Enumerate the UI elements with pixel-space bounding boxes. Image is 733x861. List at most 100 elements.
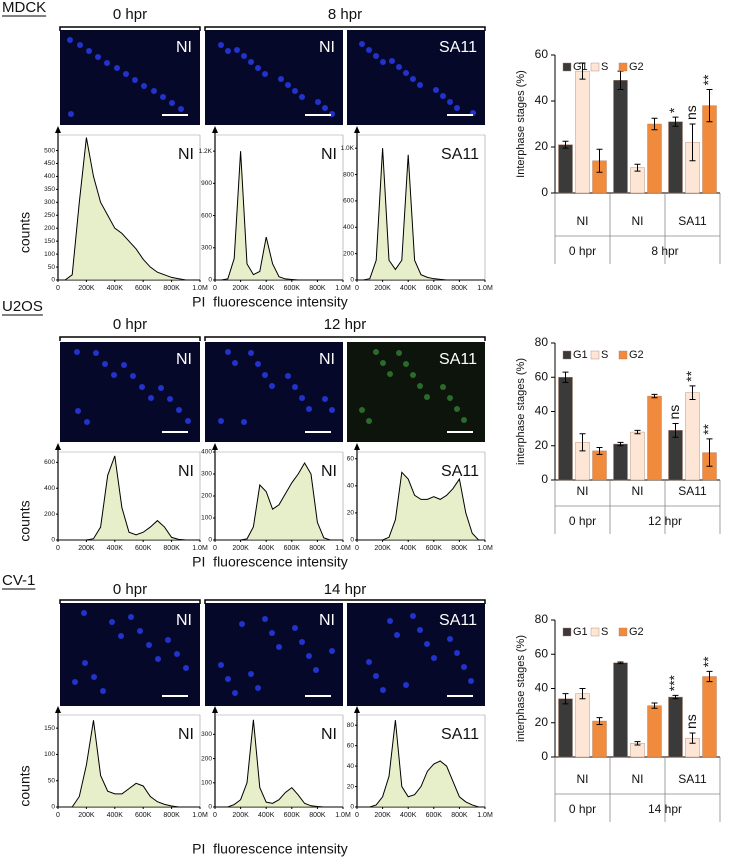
nucleus (329, 407, 335, 413)
nucleus (225, 676, 231, 682)
nucleus (121, 362, 127, 368)
nucleus (276, 644, 282, 650)
legend-label: G1 (573, 626, 588, 638)
y-tick-label: 600 (343, 198, 354, 205)
axis-arrow (212, 706, 218, 713)
x-tick-label: 400K (400, 545, 417, 552)
histogram-line (58, 137, 200, 281)
y-tick-label: 60 (535, 47, 549, 61)
y-tick-label: 400 (44, 485, 55, 492)
nucleus (461, 664, 467, 670)
nucleus (111, 372, 117, 378)
nucleus (431, 655, 437, 661)
nucleus (225, 349, 231, 355)
y-axis-label: Interphase stages (%) (515, 70, 527, 178)
y-tick-label: 80 (347, 722, 355, 729)
y-tick-label: 400 (201, 449, 212, 456)
histogram-fill (215, 719, 343, 807)
bar (575, 70, 590, 194)
x-tick-label: 800K (451, 285, 468, 292)
error-bar (706, 670, 713, 683)
axis-arrow (55, 126, 61, 133)
nucleus (248, 59, 254, 65)
significance-label: ** (700, 656, 716, 667)
y-tick-label: 150 (44, 725, 55, 732)
bracket (204, 26, 486, 31)
nucleus (394, 632, 400, 638)
axis-arrow (212, 443, 218, 450)
histogram-fill (215, 151, 343, 280)
x-tick-label: NI (632, 214, 644, 228)
micrograph (347, 30, 485, 125)
nucleus (440, 384, 446, 390)
x-tick-label: 0 (213, 812, 217, 819)
x-tick-label: 200K (232, 812, 249, 819)
legend-label: G2 (629, 61, 644, 73)
nucleus (403, 682, 409, 688)
group-label: 0 hpr (569, 514, 596, 528)
bracket (59, 336, 201, 341)
nucleus (225, 48, 231, 54)
y-tick-label: 100 (201, 515, 212, 522)
histogram-line (215, 719, 343, 808)
nucleus (165, 637, 171, 643)
bar (558, 144, 573, 194)
error-bar (617, 441, 624, 447)
histogram-line (215, 462, 343, 541)
legend-swatch (618, 62, 628, 72)
error-bar (596, 446, 603, 455)
histogram-label: NI (321, 463, 337, 480)
nucleus (315, 99, 321, 105)
x-tick-label: 400K (400, 285, 417, 292)
group-label: 0 hpr (569, 802, 596, 816)
y-tick-label: 0 (208, 277, 212, 284)
nucleus (155, 656, 161, 662)
x-tick-label: 600K (135, 545, 152, 552)
nucleus (329, 648, 335, 654)
nucleus (109, 619, 115, 625)
x-tick-label: 0 (56, 285, 60, 292)
error-bar (617, 661, 624, 665)
error-bar (634, 163, 641, 172)
error-bar (579, 433, 586, 452)
nucleus (380, 687, 386, 693)
y-tick-label: 60 (347, 742, 355, 749)
x-tick-label: 0 (213, 285, 217, 292)
significance-label: ns (666, 405, 682, 420)
x-tick-label: NI (577, 214, 589, 228)
significance-label: * (666, 107, 682, 113)
nucleus (67, 37, 73, 43)
x-tick-label: SA11 (678, 484, 707, 498)
micrograph-label: NI (319, 612, 335, 629)
y-tick-label: 200 (201, 493, 212, 500)
nucleus (185, 418, 191, 424)
nucleus (91, 674, 97, 680)
y-tick-label: 80 (535, 335, 549, 349)
group-label: 12 hpr (648, 514, 682, 528)
legend-label: G1 (573, 61, 588, 73)
y-tick-label: 0 (208, 537, 212, 544)
nucleus (299, 395, 305, 401)
histogram-line (58, 720, 200, 808)
x-tick-label: NI (577, 772, 589, 786)
nucleus (299, 94, 305, 100)
bar (592, 720, 607, 758)
y-tick-label: 40 (535, 404, 549, 418)
nucleus (176, 407, 182, 413)
error-bar (706, 438, 713, 467)
y-tick-label: 0 (51, 804, 55, 811)
nucleus (241, 419, 247, 425)
x-tick-label: 800K (451, 545, 468, 552)
x-tick-label: 600K (426, 545, 443, 552)
nucleus (102, 361, 108, 367)
legend-swatch (590, 350, 600, 360)
nucleus (403, 361, 409, 367)
histogram-line (357, 471, 485, 541)
bar (575, 693, 590, 758)
nucleus (269, 630, 275, 636)
nucleus (239, 621, 245, 627)
nucleus (410, 613, 416, 619)
y-tick-label: 400 (343, 224, 354, 231)
x-tick-label: 600K (135, 285, 152, 292)
nucleus (81, 610, 87, 616)
